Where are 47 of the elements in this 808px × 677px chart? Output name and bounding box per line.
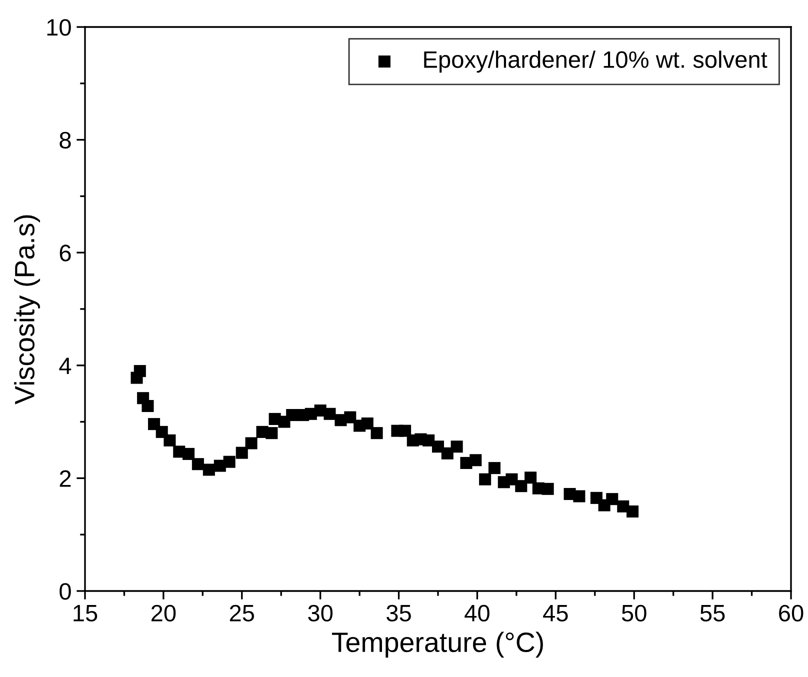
y-tick-label: 2 — [60, 470, 71, 487]
point — [432, 440, 444, 453]
y-tick-label: 0 — [60, 583, 71, 600]
point — [223, 456, 236, 468]
point — [245, 437, 258, 450]
x-tick-label: 20 — [152, 604, 176, 622]
x-tick-label: 15 — [74, 605, 98, 622]
point — [164, 434, 176, 446]
point — [192, 458, 204, 470]
x-tick-label: 60 — [779, 604, 804, 622]
point — [266, 427, 278, 440]
y-tick-label: 10 — [47, 19, 71, 36]
point — [142, 400, 154, 412]
point — [399, 424, 412, 437]
point — [182, 448, 195, 460]
x-tick-label: 50 — [622, 604, 646, 622]
legend-label: Epoxy/hardener/ 10% wt. solvent — [424, 50, 768, 73]
point — [479, 473, 492, 486]
x-tick-label: 30 — [308, 604, 333, 622]
point — [515, 480, 528, 492]
x-tick-label: 25 — [230, 604, 254, 622]
point — [202, 464, 215, 476]
x-tick-label: 35 — [386, 604, 411, 622]
point — [344, 411, 356, 424]
point — [524, 472, 537, 484]
x-tick-label: 45 — [543, 605, 568, 622]
point — [286, 409, 298, 422]
point — [626, 505, 639, 518]
y-tick-label: 8 — [60, 132, 71, 149]
y-tick-label: 6 — [60, 244, 71, 262]
point — [236, 446, 248, 459]
point — [450, 440, 463, 453]
point — [361, 417, 374, 430]
y-axis-title: Viscosity (Pa.s) — [14, 215, 40, 404]
point — [134, 365, 146, 378]
x-tick-label: 40 — [464, 604, 490, 622]
x-axis-title: Temperature (°C) — [332, 632, 543, 658]
point — [441, 447, 454, 460]
point — [542, 482, 554, 495]
point — [488, 462, 500, 474]
point — [606, 493, 618, 506]
point — [573, 490, 586, 502]
y-tick-label: 4 — [59, 358, 72, 374]
point — [470, 454, 482, 466]
x-tick-label: 55 — [700, 605, 725, 622]
point — [370, 427, 383, 440]
point — [324, 408, 336, 420]
